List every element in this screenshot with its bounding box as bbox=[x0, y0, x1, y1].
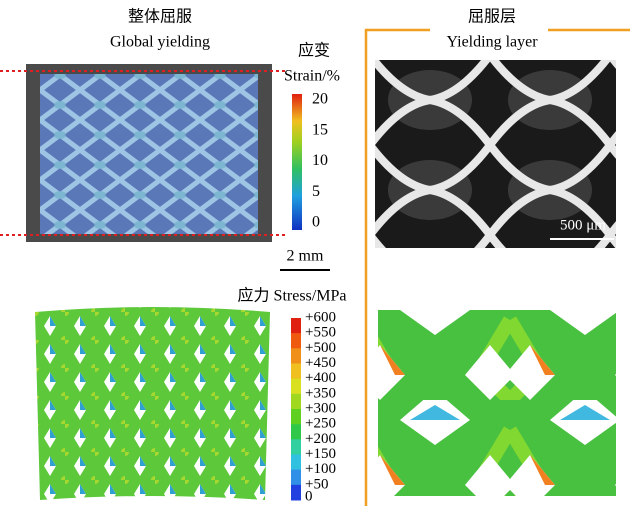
stress-color-block bbox=[291, 454, 301, 471]
stress-color-block bbox=[291, 424, 301, 440]
stress-color-block bbox=[291, 318, 301, 334]
strain-tick-label: 0 bbox=[312, 214, 320, 231]
strain-tick-label: 5 bbox=[312, 183, 320, 200]
strain-title-zh: 应变 bbox=[298, 41, 330, 60]
strain-tick-label: 20 bbox=[312, 91, 328, 108]
stress-color-block bbox=[291, 484, 301, 501]
stress-tick-label: +500 bbox=[305, 340, 336, 356]
left-title-en: Global yielding bbox=[110, 34, 210, 51]
right-title-zh: 屈服层 bbox=[468, 8, 516, 26]
stress-color-block bbox=[291, 363, 301, 380]
micro-scale-label: 500 μm bbox=[560, 217, 606, 233]
left-title-zh: 整体屈服 bbox=[128, 8, 192, 26]
stress-colorbar: +600+550+500+450+400+350+300+250+200+150… bbox=[291, 309, 336, 504]
stress-tick-label: +250 bbox=[305, 416, 336, 432]
stress-tick-label: +450 bbox=[305, 355, 336, 371]
stress-tick-label: +350 bbox=[305, 385, 336, 401]
strain-ticks: 20 15 10 5 0 bbox=[312, 91, 328, 231]
stress-color-block bbox=[291, 469, 301, 486]
stress-color-block bbox=[291, 393, 301, 410]
right-title-en: Yielding layer bbox=[446, 34, 538, 51]
stress-color-block bbox=[291, 439, 301, 455]
divider bbox=[364, 28, 630, 506]
strain-tick-label: 10 bbox=[312, 152, 328, 169]
stress-tick-label: +200 bbox=[305, 431, 336, 447]
stress-color-block bbox=[291, 348, 301, 364]
stress-tick-label: +400 bbox=[305, 370, 336, 386]
stress-tick-label: +300 bbox=[305, 400, 336, 416]
fea-global bbox=[35, 307, 270, 500]
stress-title: 应力 Stress/MPa bbox=[238, 286, 347, 305]
dic-strain-map bbox=[40, 74, 258, 234]
stress-tick-label: +550 bbox=[305, 325, 336, 341]
scale-bar-label: 2 mm bbox=[287, 248, 324, 265]
strain-tick-label: 15 bbox=[312, 121, 328, 138]
stress-tick-label: +100 bbox=[305, 461, 336, 477]
stress-tick-label: +150 bbox=[305, 446, 336, 462]
strain-title-en: Strain/% bbox=[284, 68, 340, 85]
stress-color-block bbox=[291, 378, 301, 395]
stress-tick-label: +600 bbox=[305, 309, 336, 325]
micrograph bbox=[375, 60, 616, 248]
strain-colorbar bbox=[292, 94, 302, 230]
stress-tick-label: 0 bbox=[305, 488, 313, 504]
fea-layer bbox=[378, 310, 616, 496]
stress-color-block bbox=[291, 333, 301, 349]
stress-tick-label: +50 bbox=[305, 476, 328, 492]
stress-color-block bbox=[291, 409, 301, 425]
